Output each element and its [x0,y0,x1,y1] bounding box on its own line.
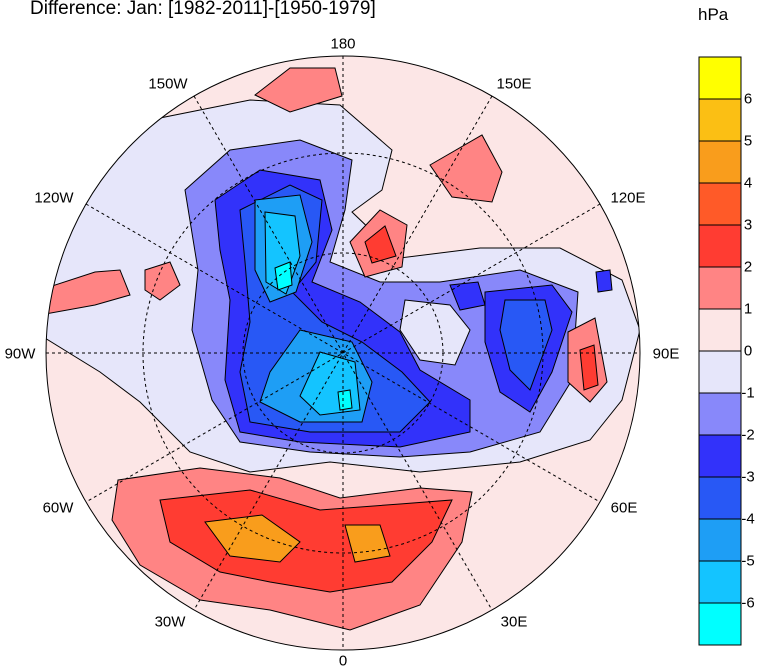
colorbar-tick-label: -5 [741,552,755,570]
lon-label-90w: 90W [4,345,36,363]
colorbar-swatch [698,182,742,226]
colorbar-tick-label: -4 [741,510,755,528]
colorbar-tick-label: -1 [741,384,755,402]
colorbar-tick-label: 6 [743,90,753,108]
colorbar-swatch [698,476,742,520]
colorbar-tick-label: 1 [743,300,753,318]
colorbar-tick-label: -6 [741,594,755,612]
map-boundary [45,55,641,651]
units-label: hPa [698,5,729,24]
lon-label-180: 180 [330,35,356,53]
contour-2-to-3 [159,225,599,593]
lon-label-150e: 150E [496,75,532,93]
colorbar-tick-label: 0 [743,342,753,360]
lon-label-90e: 90E [652,345,680,363]
colorbar-swatch [698,434,742,478]
lon-label-120e: 120E [610,189,646,207]
contour-below-minus6 [274,261,353,411]
colorbar-tick-label: 2 [743,258,753,276]
colorbar-swatch [698,560,742,604]
lon-label-60w: 60W [42,499,74,517]
colorbar-swatch [698,602,742,646]
lon-label-120w: 120W [34,189,74,207]
colorbar-swatch [698,308,742,352]
colorbar-swatch [698,350,742,394]
contour-light-blue-right [399,299,471,366]
colorbar-swatch [698,140,742,184]
colorbar-swatch [698,224,742,268]
colorbar-swatch [698,56,742,100]
colorbar-swatch [698,518,742,562]
lon-label-60e: 60E [610,499,638,517]
colorbar-swatch [698,392,742,436]
plot-title: Difference: Jan: [1982-2011]-[1950-1979] [30,0,376,19]
colorbar [698,56,742,646]
contour-1-to-2 [111,67,608,631]
lon-label-30w: 30W [154,613,186,631]
colorbar-tick-label: 4 [743,174,753,192]
contour-3-to-4 [204,514,391,563]
colorbar-tick-label: -2 [741,426,755,444]
colorbar-tick-label: 5 [743,132,753,150]
lon-label-30e: 30E [500,613,528,631]
colorbar-tick-label: -3 [741,468,755,486]
contour-pink-left [46,261,181,316]
colorbar-swatch [698,266,742,310]
lon-label-0: 0 [338,652,348,670]
colorbar-swatch [698,98,742,142]
meridian-lines [46,56,640,650]
lon-label-150w: 150W [148,75,188,93]
colorbar-tick-label: 3 [743,216,753,234]
